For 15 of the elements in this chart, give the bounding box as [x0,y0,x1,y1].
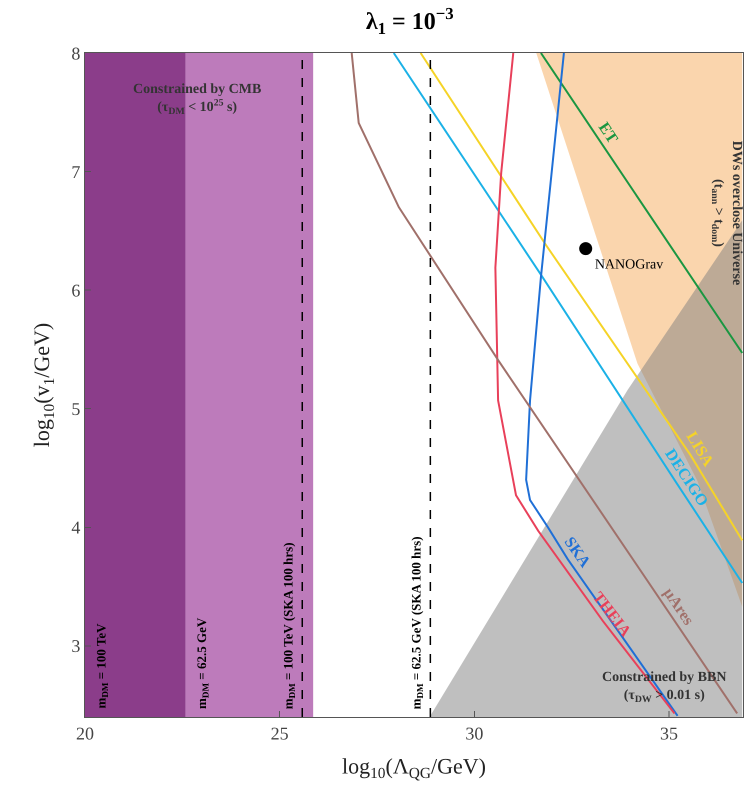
y-tick-label: 7 [71,162,80,182]
x-tick-label: 35 [660,724,678,744]
y-tick-label: 6 [71,280,80,300]
x-tick-label: 20 [76,724,94,744]
y-tick-label: 4 [71,518,80,538]
chart-title: λ$_{1}$ = 10$^{−3}$ [366,4,454,38]
x-tick-label: 30 [465,724,484,744]
y-tick-label: 8 [71,43,80,64]
x-axis-title: log$_{10}$(Λ$_{QG}$/GeV) [342,754,486,782]
line-series [392,53,743,584]
y-tick-label: 3 [71,636,80,656]
series-label: NANOGrav [594,257,664,272]
y-tick-label: 5 [71,399,80,420]
text: ET [594,120,621,148]
x-tick-label: 25 [270,724,289,744]
